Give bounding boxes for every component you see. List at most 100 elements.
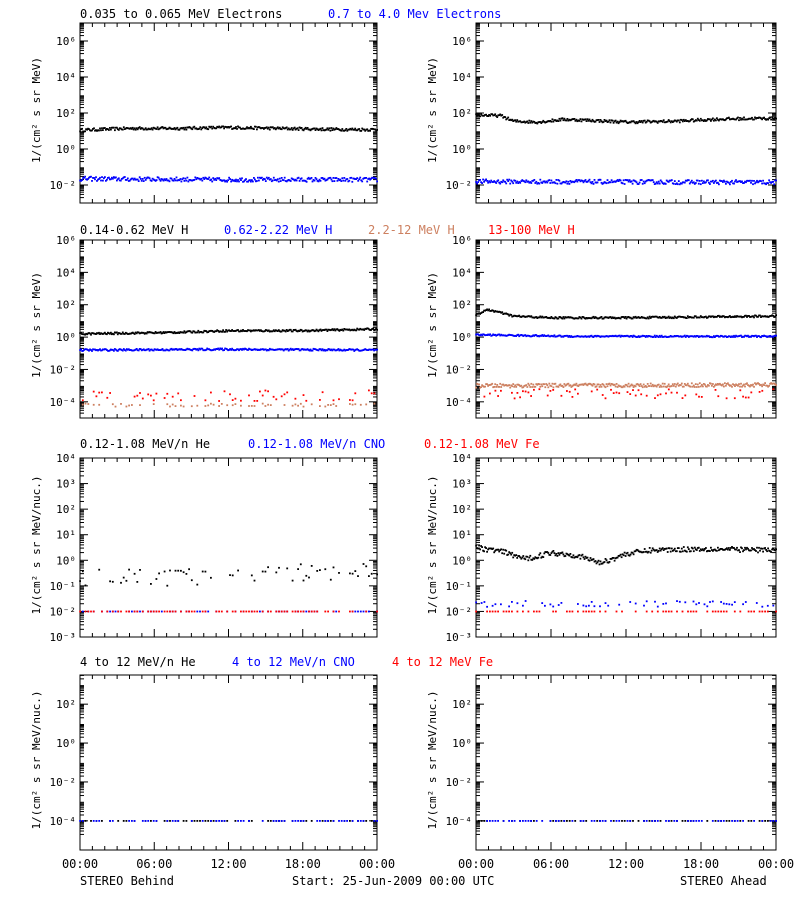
data-point [489,610,491,613]
data-point [755,181,757,184]
data-point [764,335,766,337]
data-point [609,121,612,124]
data-point [261,176,263,179]
data-point [577,392,579,395]
data-point [702,548,704,551]
data-point [702,385,704,388]
data-point [551,382,554,385]
data-point [555,316,558,319]
data-point [210,329,213,332]
data-point [98,129,100,132]
data-point [483,180,485,183]
data-point [612,180,615,183]
series [475,544,777,566]
data-point [706,550,708,553]
data-point [723,335,725,338]
data-point [159,349,162,351]
data-point [128,332,131,335]
data-point [367,349,370,351]
data-point [494,310,497,312]
data-point [538,388,541,391]
data-point [514,119,517,122]
data-point [483,385,485,388]
data-point [153,179,156,181]
data-point [640,335,643,338]
data-point [367,327,370,330]
data-point [699,548,702,551]
data-point [96,332,98,334]
data-point [615,556,618,559]
data-point [171,331,174,334]
data-point [493,114,496,117]
data-point [246,126,248,129]
data-point [212,330,215,333]
data-point [81,179,83,181]
data-point [187,126,190,129]
data-point [299,563,302,566]
data-point [89,348,91,351]
data-point [507,313,510,316]
data-point [535,316,538,318]
data-point [484,309,486,312]
data-point [212,177,215,179]
data-point [728,547,730,549]
data-point [540,556,543,559]
data-point [269,126,272,129]
data-point [272,329,275,332]
data-point [261,348,263,351]
data-point [100,332,102,335]
data-point [713,385,715,388]
data-point [585,557,588,559]
data-point [374,328,376,331]
data-point [233,179,235,182]
data-point [492,181,495,183]
data-point [557,317,560,320]
data-point [297,329,300,332]
y-tick-label: 10⁶ [452,234,472,247]
data-point [565,334,568,337]
data-point [314,129,317,131]
data-point [771,548,773,551]
data-point [510,553,513,556]
data-point [569,336,572,338]
data-point [355,129,358,132]
data-point [715,316,717,318]
data-point [703,549,705,552]
data-point [281,348,284,351]
data-point [570,556,573,558]
data-point [235,178,237,181]
data-point [332,348,335,351]
data-point [198,127,201,130]
data-point [623,183,626,185]
data-point [199,331,202,333]
data-point [165,348,168,351]
data-point [496,548,499,551]
data-point [607,120,610,123]
data-point [679,118,682,121]
data-point [179,178,182,180]
data-point [678,315,681,318]
data-point [701,549,703,552]
data-point [283,176,286,179]
data-point [558,179,561,182]
data-point [265,329,268,332]
data-point [695,316,698,319]
y-tick-label: 10⁴ [56,71,76,84]
data-point [126,348,129,351]
data-point [597,335,600,337]
data-point [546,334,549,337]
data-point [718,335,720,338]
data-point [672,182,675,185]
data-point [606,121,609,123]
data-point [655,334,658,337]
data-point [325,349,328,351]
data-point [590,120,593,123]
data-point [300,329,303,331]
data-point [621,120,624,122]
data-point [112,126,114,129]
data-point [343,177,346,179]
data-point [231,399,234,401]
data-point [571,316,574,319]
data-point [538,316,541,319]
data-point [362,349,365,351]
